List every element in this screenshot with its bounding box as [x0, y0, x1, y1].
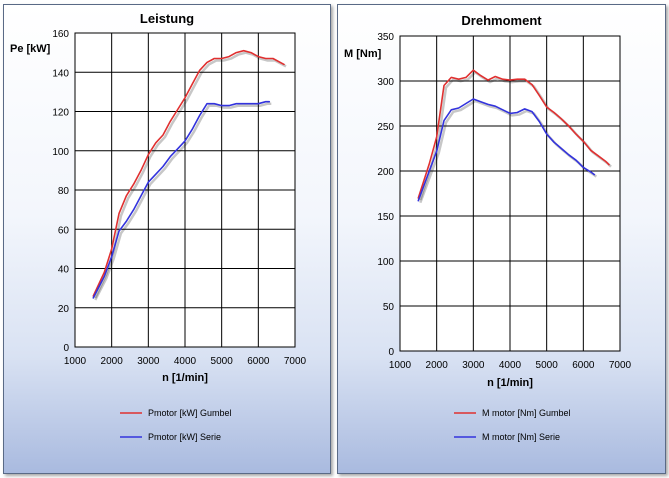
- legend-label: Pmotor [kW] Gumbel: [148, 408, 232, 418]
- y-tick-label: 200: [377, 167, 394, 178]
- chart-title: Drehmoment: [461, 13, 542, 28]
- y-tick-label: 350: [377, 32, 394, 43]
- y-tick-label: 140: [52, 68, 69, 79]
- y-tick-label: 20: [58, 304, 70, 315]
- y-tick-label: 300: [377, 77, 394, 88]
- chart-title: Leistung: [140, 11, 194, 26]
- legend-label: M motor [Nm] Gumbel: [482, 408, 571, 418]
- y-tick-label: 100: [52, 147, 69, 158]
- legend-label: M motor [Nm] Serie: [482, 432, 560, 442]
- y-tick-label: 250: [377, 122, 394, 133]
- y-tick-label: 50: [383, 302, 395, 313]
- y-tick-label: 120: [52, 108, 69, 119]
- x-axis-title: n [1/min]: [162, 372, 208, 384]
- series-line-serie: [417, 98, 596, 202]
- x-tick-label: 5000: [211, 356, 234, 367]
- y-tick-label: 0: [63, 343, 69, 354]
- series-line-gumbel: [92, 49, 285, 297]
- x-tick-label: 3000: [462, 360, 485, 371]
- x-tick-label: 7000: [609, 360, 632, 371]
- series-line-shadow: [94, 102, 272, 301]
- y-axis-title: Pe [kW]: [10, 43, 51, 55]
- x-tick-label: 4000: [499, 360, 522, 371]
- series-line-gumbel: [417, 69, 610, 199]
- y-tick-label: 100: [377, 257, 394, 268]
- x-tick-label: 1000: [389, 360, 412, 371]
- x-tick-label: 3000: [137, 356, 160, 367]
- legend-label: Pmotor [kW] Serie: [148, 432, 221, 442]
- power-chart-panel: Leistung Pe [kW] n [1/min] 1000 2000 3000 4000…: [3, 4, 331, 474]
- x-tick-label: 2000: [101, 356, 124, 367]
- x-tick-label: 1000: [64, 356, 87, 367]
- x-tick-label: 4000: [174, 356, 197, 367]
- x-tick-label: 7000: [284, 356, 307, 367]
- series-line-serie: [92, 100, 271, 299]
- y-tick-label: 80: [58, 186, 70, 197]
- x-tick-label: 6000: [572, 360, 595, 371]
- x-tick-label: 6000: [247, 356, 270, 367]
- x-tick-label: 2000: [426, 360, 449, 371]
- y-tick-label: 60: [58, 225, 70, 236]
- y-axis-title: M [Nm]: [344, 48, 382, 60]
- y-tick-label: 40: [58, 265, 70, 276]
- y-tick-label: 0: [388, 347, 394, 358]
- y-tick-label: 150: [377, 212, 394, 223]
- torque-chart-panel: Drehmoment M [Nm] n [1/min] 1000 2000 3000 400…: [337, 4, 666, 474]
- x-axis-title: n [1/min]: [487, 377, 533, 389]
- y-tick-label: 160: [52, 29, 69, 40]
- x-tick-label: 5000: [536, 360, 559, 371]
